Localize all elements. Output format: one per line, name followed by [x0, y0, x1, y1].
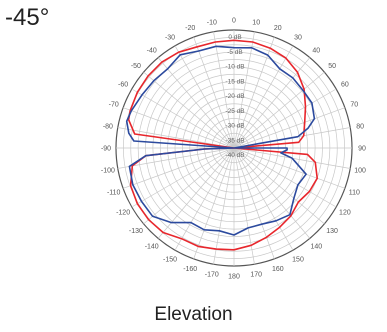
radial-tick-label: -20 dB [225, 93, 244, 100]
angle-tick-label: 180 [228, 274, 240, 281]
angle-tick-label: -160 [183, 266, 197, 273]
radial-tick-label: -35 dB [225, 137, 244, 144]
angle-tick-label: 70 [350, 102, 358, 109]
angle-tick-label: 30 [294, 35, 302, 42]
data-traces [125, 39, 318, 251]
tick-labels: 0 10 20 30 40 50 60 70 80 90 100 110 120 130 140 150 160… [101, 18, 366, 281]
grid-spoke [122, 147, 235, 189]
grid-spoke [233, 147, 294, 251]
grid-spoke [193, 36, 235, 149]
radial-tick-label: -5 dB [227, 49, 243, 56]
radial-tick-label: -15 dB [225, 78, 244, 85]
radial-tick-label: -30 dB [225, 123, 244, 130]
polar-grid [115, 29, 353, 267]
angle-tick-label: -30 [165, 35, 175, 42]
angle-tick-label: -150 [163, 256, 177, 263]
grid-spoke [157, 147, 235, 239]
radial-tick-label: -10 dB [225, 64, 244, 71]
series-line-blue [125, 45, 316, 236]
angle-tick-label: 160 [272, 266, 284, 273]
angle-tick-label: 100 [354, 168, 366, 175]
grid-spoke [174, 147, 235, 251]
angle-label: -45° [5, 4, 50, 31]
radial-tick-label: -40 dB [225, 152, 244, 159]
angle-tick-label: 50 [328, 63, 336, 70]
grid-spoke [233, 147, 337, 208]
grid-spoke [233, 147, 325, 225]
polar-plot: 0 10 20 30 40 50 60 70 80 90 100 110 120 130 140 150 160… [101, 18, 366, 281]
angle-tick-label: -80 [103, 123, 113, 130]
angle-tick-label: 0 [232, 18, 236, 25]
grid-spoke [233, 107, 346, 149]
grid-spoke [213, 147, 235, 265]
grid-spoke [233, 88, 337, 149]
grid-spoke [233, 147, 346, 189]
grid-spoke [131, 88, 235, 149]
grid-spoke [131, 147, 235, 208]
angle-tick-label: -140 [145, 244, 159, 251]
angle-tick-label: 170 [250, 272, 262, 279]
angle-tick-label: -70 [109, 102, 119, 109]
grid-spoke [233, 45, 294, 149]
angle-tick-label: 130 [326, 228, 338, 235]
angle-tick-label: 40 [312, 47, 320, 54]
grid-spoke [143, 71, 235, 149]
angle-tick-label: -90 [101, 146, 111, 153]
angle-tick-label: 120 [339, 210, 351, 217]
grid-spoke [233, 147, 275, 260]
series-line-red [127, 39, 318, 251]
radial-tick-label: 0 dB [228, 34, 241, 41]
angle-tick-label: 140 [310, 244, 322, 251]
angle-tick-label: -10 [207, 19, 217, 26]
angle-tick-label: -50 [131, 63, 141, 70]
angle-tick-label: -100 [101, 168, 115, 175]
angle-tick-label: 10 [252, 19, 260, 26]
angle-tick-label: -60 [118, 82, 128, 89]
grid-spoke [157, 57, 235, 149]
grid-spoke [233, 147, 311, 239]
grid-spoke [233, 31, 255, 149]
grid-spoke [122, 107, 235, 149]
grid-spoke [117, 147, 235, 169]
angle-tick-label: 60 [341, 82, 349, 89]
angle-tick-label: 20 [274, 25, 282, 32]
chart-title: Elevation [154, 304, 233, 325]
angle-tick-label: 80 [356, 123, 364, 130]
angle-tick-label: -120 [116, 210, 130, 217]
grid-spoke [193, 147, 235, 260]
grid-spoke [233, 71, 325, 149]
angle-tick-label: -110 [107, 189, 121, 196]
radial-tick-label: -25 dB [225, 108, 244, 115]
angle-tick-label: -130 [129, 228, 143, 235]
angle-tick-label: -170 [205, 272, 219, 279]
angle-tick-label: -20 [185, 25, 195, 32]
grid-spoke [174, 45, 235, 149]
angle-tick-label: -40 [147, 47, 157, 54]
angle-tick-label: 150 [292, 256, 304, 263]
angle-tick-label: 90 [358, 146, 366, 153]
grid-spoke [213, 31, 235, 149]
grid-spoke [143, 147, 235, 225]
angle-tick-label: 110 [349, 189, 360, 196]
